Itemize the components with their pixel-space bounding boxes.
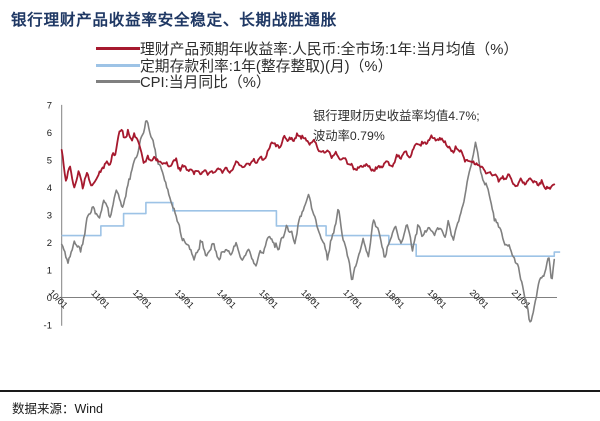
- svg-text:11/01: 11/01: [89, 288, 112, 311]
- svg-text:13/01: 13/01: [173, 287, 196, 310]
- svg-text:12/01: 12/01: [131, 287, 154, 310]
- svg-text:19/01: 19/01: [426, 287, 449, 310]
- svg-text:4: 4: [47, 183, 52, 194]
- svg-text:17/01: 17/01: [341, 287, 364, 310]
- svg-text:14/01: 14/01: [215, 287, 238, 310]
- svg-text:6: 6: [47, 128, 52, 139]
- svg-text:7: 7: [47, 101, 52, 112]
- svg-text:1: 1: [47, 266, 52, 277]
- svg-text:2: 2: [47, 238, 52, 249]
- svg-text:16/01: 16/01: [299, 287, 322, 310]
- svg-text:18/01: 18/01: [383, 287, 406, 310]
- svg-text:15/01: 15/01: [257, 287, 280, 310]
- svg-text:-1: -1: [44, 321, 52, 332]
- svg-text:5: 5: [47, 156, 52, 167]
- svg-text:3: 3: [47, 211, 52, 222]
- svg-text:21/01: 21/01: [510, 287, 533, 310]
- svg-text:20/01: 20/01: [468, 287, 491, 310]
